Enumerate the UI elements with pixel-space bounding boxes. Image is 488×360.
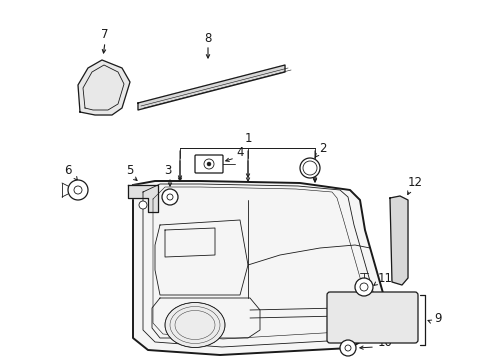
Ellipse shape: [164, 302, 224, 347]
Text: 2: 2: [319, 141, 326, 154]
FancyBboxPatch shape: [195, 155, 223, 173]
Polygon shape: [78, 60, 130, 115]
Circle shape: [74, 186, 82, 194]
Circle shape: [345, 345, 350, 351]
Text: 3: 3: [164, 163, 171, 176]
Circle shape: [68, 180, 88, 200]
Circle shape: [354, 278, 372, 296]
Polygon shape: [389, 196, 407, 285]
Circle shape: [203, 159, 214, 169]
Text: 12: 12: [407, 176, 422, 189]
FancyBboxPatch shape: [326, 292, 417, 343]
Circle shape: [339, 340, 355, 356]
Circle shape: [359, 283, 367, 291]
Circle shape: [206, 162, 210, 166]
Text: 7: 7: [101, 28, 108, 41]
Text: 10: 10: [377, 337, 392, 350]
Text: 9: 9: [433, 311, 441, 324]
Polygon shape: [133, 181, 384, 355]
Circle shape: [299, 158, 319, 178]
Circle shape: [139, 201, 147, 209]
Polygon shape: [138, 65, 285, 110]
Text: 4: 4: [236, 145, 243, 158]
Text: 11: 11: [377, 271, 392, 284]
Text: 8: 8: [204, 31, 211, 45]
Circle shape: [162, 189, 178, 205]
Text: 1: 1: [244, 131, 251, 144]
Polygon shape: [128, 185, 158, 212]
Text: 5: 5: [126, 163, 133, 176]
Text: 6: 6: [64, 163, 72, 176]
